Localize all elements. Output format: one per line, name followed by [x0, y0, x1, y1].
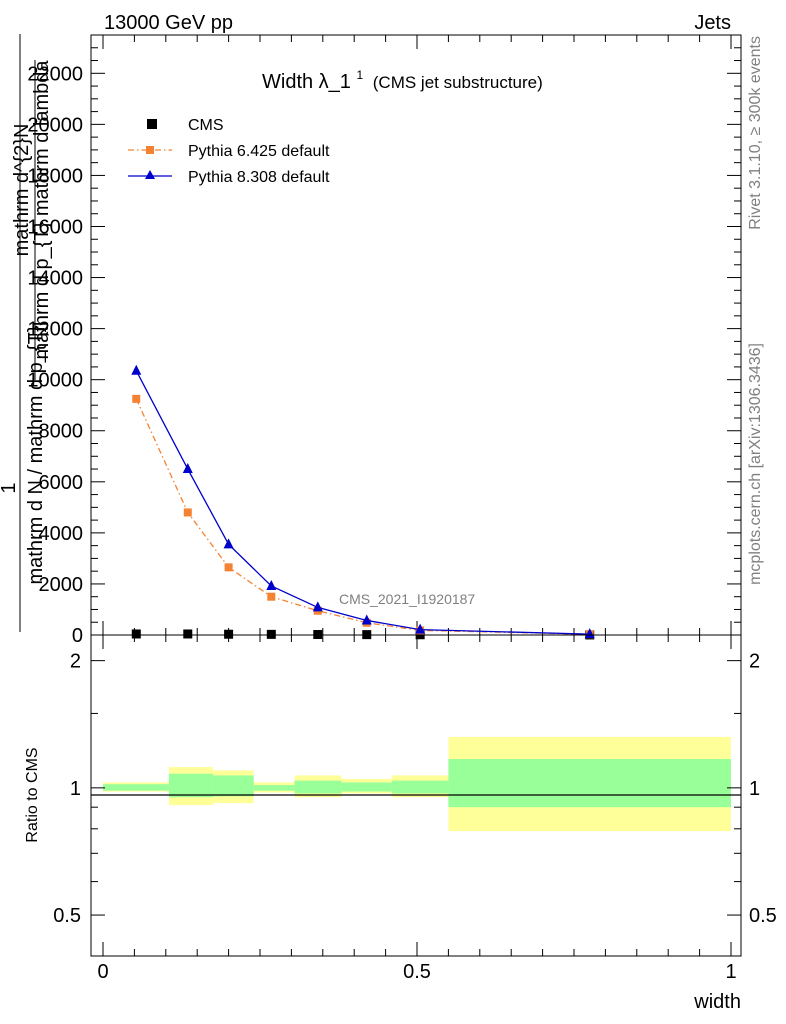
x-axis-label: width — [693, 991, 741, 1013]
main-y-tick-label: 8000 — [39, 421, 84, 443]
y-label-prefix-num: 1 — [0, 482, 20, 493]
analysis-watermark: CMS_2021_I1920187 — [339, 591, 475, 607]
main-y-tick-label: 10000 — [27, 370, 83, 392]
category-label: Jets — [694, 12, 731, 34]
legend-label-cms: CMS — [188, 117, 224, 134]
legend: CMS Pythia 6.425 default Pythia 8.308 de… — [128, 117, 330, 186]
data-point-cms — [224, 629, 234, 639]
main-panel: 0 2000 4000 6000 8000 10000 12000 14000 16000 180… — [0, 34, 742, 647]
legend-marker-pythia6 — [146, 146, 154, 154]
ratio-x-tick-label: 1 — [725, 961, 736, 983]
ratio-frame — [90, 634, 742, 957]
data-point-pythia-8-308-default — [415, 623, 426, 634]
svg-text:Width λ_1 1 (CMS j: Width λ_1 1 (CMS jet substructure) — [262, 62, 543, 93]
ratio-y-tick-label-right: 0.5 — [749, 905, 777, 927]
data-point-pythia-6-425-default — [224, 563, 233, 572]
ratio-y-axis-label: Ratio to CMS — [24, 747, 41, 842]
data-point-cms — [313, 629, 323, 639]
legend-marker-pythia8 — [145, 170, 155, 179]
y-label-num: mathrm d^{2}N — [11, 124, 33, 257]
series-line-pythia-6-425-default — [135, 398, 590, 635]
series-line-pythia-8-308-default — [135, 370, 590, 635]
ratio-y-tick-label: 1 — [70, 778, 81, 800]
main-y-tick-label: 4000 — [39, 523, 84, 545]
y-label-den: mathrm d p_{T} mathrm d lambda — [31, 60, 53, 360]
data-point-cms — [183, 629, 193, 639]
ratio-bands-layer — [103, 736, 731, 832]
ratio-band-green — [103, 784, 169, 791]
chart-subtitle: (CMS jet substructure) — [373, 73, 543, 92]
legend-label-pythia6: Pythia 6.425 default — [188, 143, 330, 160]
main-y-tick-label: 12000 — [27, 319, 83, 341]
data-point-cms — [266, 629, 276, 639]
ratio-x-ticks: 0 0.5 1 — [97, 635, 737, 983]
data-point-pythia-8-308-default — [131, 364, 142, 375]
data-point-pythia-8-308-default — [266, 579, 277, 590]
chart-title-superscript: 1 — [357, 68, 364, 82]
ratio-y-ticks: 0.5 0.5 1 1 2 2 — [53, 651, 777, 927]
ratio-band-green — [253, 785, 295, 791]
ratio-y-tick-label-right: 2 — [749, 651, 760, 673]
chart-title: Width λ_1 — [262, 71, 351, 93]
y-label-prefix-den: mathrm d N / mathrm d p_{T} — [25, 325, 47, 584]
ratio-y-tick-label: 0.5 — [53, 905, 81, 927]
main-y-ticks: 0 2000 4000 6000 8000 10000 12000 14000 16000 180… — [27, 47, 741, 647]
main-x-ticks — [102, 35, 732, 635]
data-point-pythia-6-425-default — [132, 394, 141, 403]
main-y-axis-label: 1 mathrm d N / mathrm d p_{T} mathrm d^{… — [0, 34, 53, 632]
ratio-y-tick-label: 2 — [70, 651, 81, 673]
data-point-pythia-8-308-default — [182, 463, 193, 474]
data-point-pythia-8-308-default — [584, 628, 595, 639]
ratio-band-green — [391, 780, 449, 794]
ratio-x-tick-label: 0 — [97, 961, 108, 983]
ratio-band-green — [294, 780, 342, 794]
data-point-pythia-8-308-default — [312, 601, 323, 612]
main-y-tick-label: 16000 — [27, 216, 83, 238]
data-point-pythia-6-425-default — [183, 508, 192, 517]
ratio-x-tick-label: 0.5 — [403, 961, 431, 983]
main-y-tick-label: 20000 — [27, 114, 83, 136]
main-y-tick-label: 6000 — [39, 472, 84, 494]
legend-label-pythia8: Pythia 8.308 default — [188, 169, 330, 186]
ratio-panel: 0.5 0.51 12 2 0 0.5 1 Ratio to CMS width — [24, 634, 777, 1013]
legend-marker-cms — [147, 119, 157, 129]
main-y-tick-label: 2000 — [39, 574, 84, 596]
ratio-y-tick-label-right: 1 — [749, 778, 760, 800]
data-point-pythia-6-425-default — [267, 592, 276, 601]
main-y-tick-label: 14000 — [27, 268, 83, 290]
mcplots-label: mcplots.cern.ch [arXiv:1306.3436] — [747, 343, 764, 585]
data-point-pythia-8-308-default — [223, 538, 234, 549]
ratio-band-green — [168, 773, 213, 798]
main-y-tick-label: 0 — [72, 625, 83, 647]
data-point-cms — [131, 629, 141, 639]
ratio-band-green — [212, 775, 254, 797]
ratio-band-green — [341, 782, 392, 792]
rivet-version-label: Rivet 3.1.10, ≥ 300k events — [747, 36, 764, 230]
main-y-tick-label: 18000 — [27, 165, 83, 187]
data-point-pythia-8-308-default — [361, 614, 372, 625]
energy-label: 13000 GeV pp — [104, 12, 233, 34]
ratio-band-green — [448, 759, 731, 808]
main-y-tick-label: 22000 — [27, 63, 83, 85]
